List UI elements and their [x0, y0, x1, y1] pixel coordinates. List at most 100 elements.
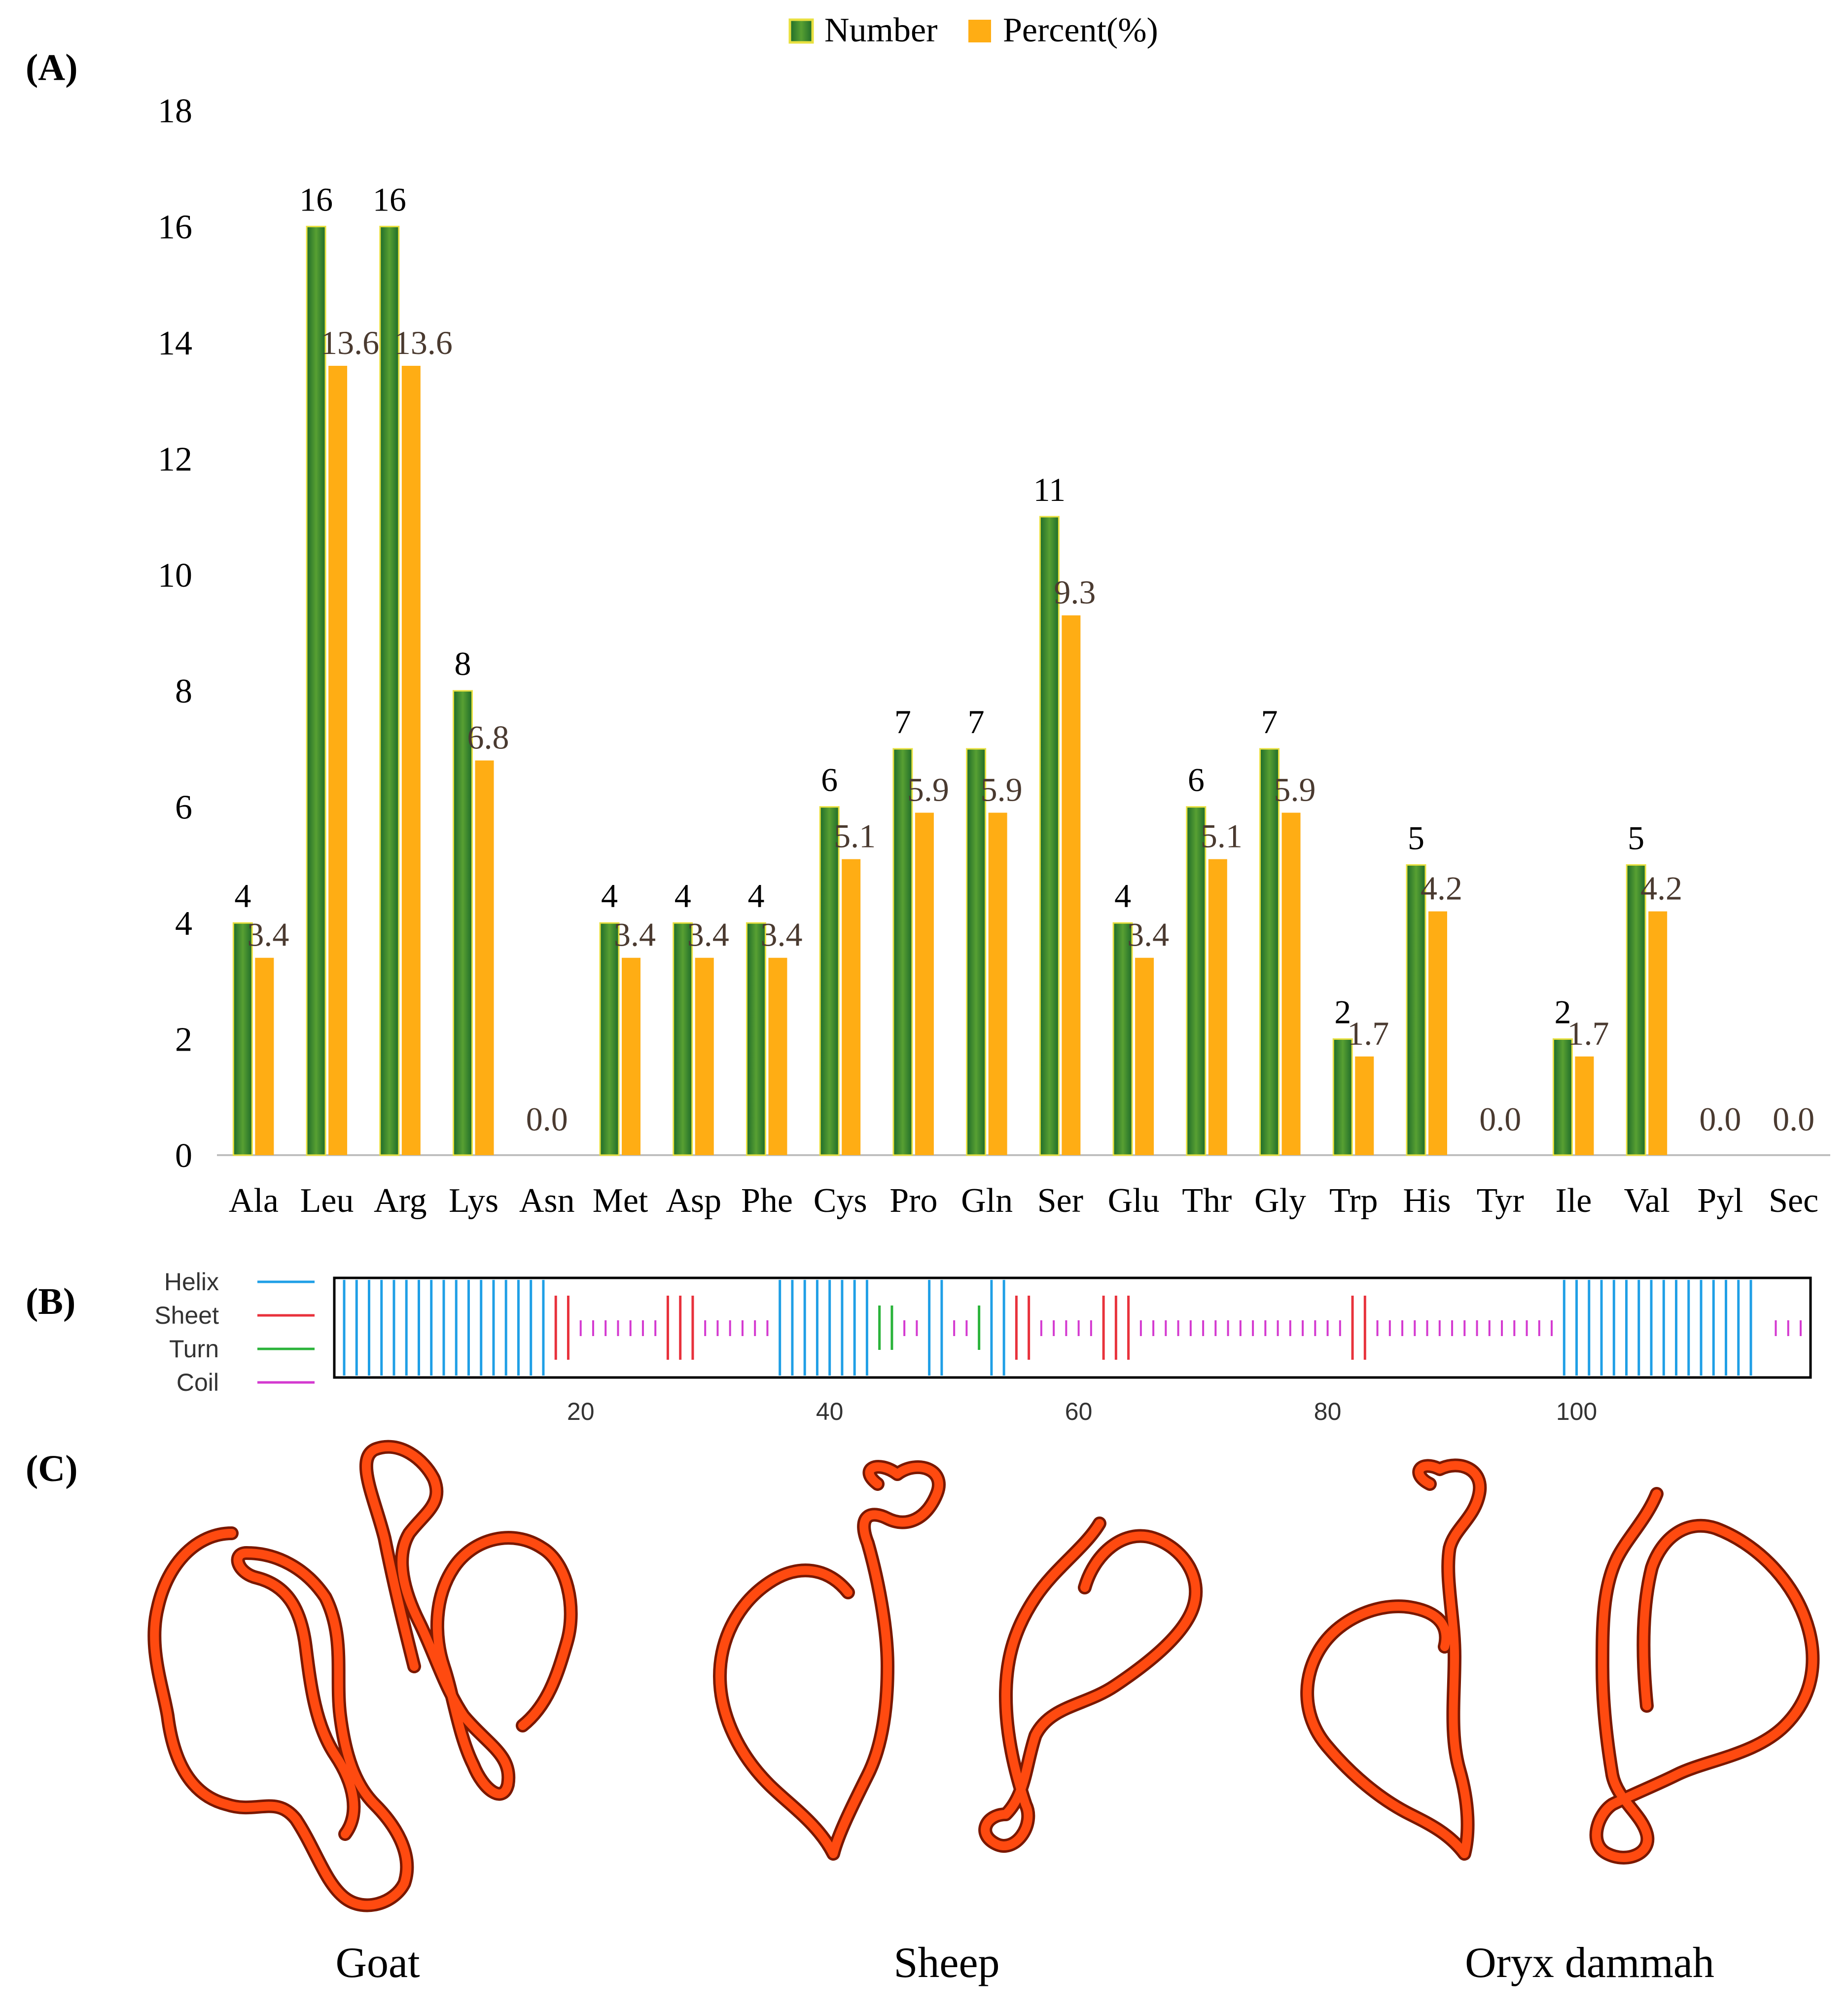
data-label-percent-cys: 5.1 [834, 817, 876, 855]
ss-x-axis-ticks: 20 40 60 80 100 [567, 1398, 1597, 1425]
bar-percent-ile [1575, 1056, 1594, 1155]
bar-percent-glu [1135, 957, 1154, 1155]
data-label-percent-asn: 0.0 [526, 1100, 568, 1138]
ss-tick-label: 40 [816, 1398, 844, 1425]
legend-label-number: Number [824, 11, 937, 49]
sheep-ribbon-left [715, 1462, 943, 1858]
bar-number-val [1626, 864, 1646, 1156]
data-label-percent-pyl: 0.0 [1699, 1100, 1741, 1138]
bar-percent-ser [1062, 615, 1081, 1155]
sheep-ribbon-right [981, 1519, 1201, 1850]
bar-percent-lys [475, 760, 494, 1155]
x-tick-label-pro: Pro [889, 1182, 937, 1220]
bar-percent-arg [401, 365, 421, 1155]
data-label-number-arg: 16 [373, 180, 406, 218]
bar-number-gln [966, 748, 987, 1156]
y-tick-label: 4 [175, 905, 192, 943]
x-tick-label-met: Met [593, 1182, 648, 1220]
ss-frame [333, 1276, 1812, 1379]
data-label-number-lys: 8 [455, 645, 471, 682]
legend-label-percent: Percent(%) [1003, 11, 1158, 49]
y-tick-label: 0 [175, 1137, 192, 1175]
data-label-percent-trp: 1.7 [1347, 1015, 1389, 1052]
bar-number-arg [379, 225, 400, 1156]
data-label-percent-ile: 1.7 [1567, 1015, 1609, 1052]
y-tick-label: 14 [158, 324, 192, 362]
x-tick-label-glu: Glu [1108, 1182, 1160, 1220]
bar-number-cys [819, 806, 840, 1156]
data-label-number-asp: 4 [675, 877, 691, 915]
data-label-percent-arg: 13.6 [394, 324, 453, 361]
bar-number-ser [1039, 516, 1060, 1156]
ss-legend: Helix Sheet Turn Coil [154, 1268, 315, 1396]
goat-ribbon-left [150, 1529, 412, 1910]
data-label-percent-sec: 0.0 [1773, 1100, 1814, 1138]
x-tick-label-val: Val [1624, 1182, 1670, 1220]
ss-tick-label: 100 [1556, 1398, 1597, 1425]
data-label-number-ser: 11 [1033, 471, 1066, 508]
bar-percent-pro [915, 812, 934, 1155]
bar-percent-thr [1208, 859, 1227, 1155]
bar-percent-ala [255, 957, 274, 1155]
ss-tick-label: 80 [1314, 1398, 1342, 1425]
data-label-percent-gly: 5.9 [1274, 771, 1316, 808]
bar-percent-phe [768, 957, 787, 1155]
data-label-percent-his: 4.2 [1421, 870, 1462, 907]
x-tick-label-asn: Asn [519, 1182, 575, 1220]
data-label-number-leu: 16 [299, 180, 333, 218]
bar-labels: 43.41613.61613.686.80.043.443.443.465.17… [234, 180, 1814, 1138]
x-tick-label-trp: Trp [1329, 1182, 1378, 1220]
legend-swatch-number [788, 18, 814, 44]
x-axis-ticks: Ala Leu Arg Lys Asn Met Asp Phe Cys Pro Gln Ser Glu T… [229, 1182, 1818, 1220]
oryx-structure [1300, 1458, 1820, 1865]
ss-tick-label: 60 [1065, 1398, 1093, 1425]
bar-number-met [599, 922, 620, 1156]
y-tick-label: 12 [158, 440, 192, 478]
y-tick-label: 6 [175, 789, 192, 827]
structure-label-oryx: Oryx dammah [1465, 1939, 1714, 1987]
data-label-number-trp: 2 [1334, 993, 1351, 1031]
data-label-percent-gln: 5.9 [981, 771, 1023, 808]
x-tick-label-phe: Phe [741, 1182, 793, 1220]
bars [232, 225, 1668, 1156]
panel-label-c: (C) [26, 1448, 78, 1489]
sheep-structure [713, 1460, 1203, 1861]
panel-label-a: (A) [26, 47, 78, 88]
bar-percent-asp [695, 957, 714, 1155]
ss-legend-sheet-label: Sheet [154, 1302, 219, 1329]
data-label-number-gln: 7 [968, 703, 985, 741]
structure-label-sheep: Sheep [893, 1939, 999, 1987]
y-tick-label: 18 [158, 92, 192, 130]
data-label-number-his: 5 [1408, 819, 1424, 856]
panel-label-b: (B) [26, 1281, 75, 1322]
y-tick-label: 8 [175, 672, 192, 710]
y-tick-label: 10 [158, 557, 192, 595]
bar-number-phe [746, 922, 766, 1156]
data-label-number-val: 5 [1628, 819, 1644, 856]
y-tick-label: 16 [158, 208, 192, 246]
bar-number-glu [1112, 922, 1133, 1156]
data-label-number-cys: 6 [821, 761, 838, 799]
data-label-number-pro: 7 [894, 703, 911, 741]
x-tick-label-his: His [1403, 1182, 1451, 1220]
bar-number-pro [892, 748, 913, 1156]
legend-swatch-percent [968, 20, 991, 42]
x-tick-label-ser: Ser [1037, 1182, 1083, 1220]
ss-tick-label: 20 [567, 1398, 595, 1425]
bar-number-gly [1259, 748, 1280, 1156]
y-axis-ticks: 0 2 4 6 8 10 12 14 16 18 [158, 92, 192, 1175]
data-label-percent-thr: 5.1 [1201, 817, 1243, 855]
bar-percent-leu [328, 365, 348, 1155]
data-label-percent-pro: 5.9 [907, 771, 949, 808]
x-tick-label-ala: Ala [229, 1182, 279, 1220]
ss-legend-helix-label: Helix [164, 1268, 219, 1296]
bar-number-ala [232, 922, 253, 1156]
bar-number-ile [1552, 1038, 1573, 1156]
x-tick-label-cys: Cys [814, 1182, 867, 1220]
data-label-percent-lys: 6.8 [467, 718, 509, 756]
ss-track [343, 1280, 1802, 1376]
structure-label-goat: Goat [335, 1939, 420, 1987]
bar-number-leu [306, 225, 326, 1156]
bar-percent-trp [1355, 1056, 1374, 1155]
x-tick-label-leu: Leu [300, 1182, 354, 1220]
